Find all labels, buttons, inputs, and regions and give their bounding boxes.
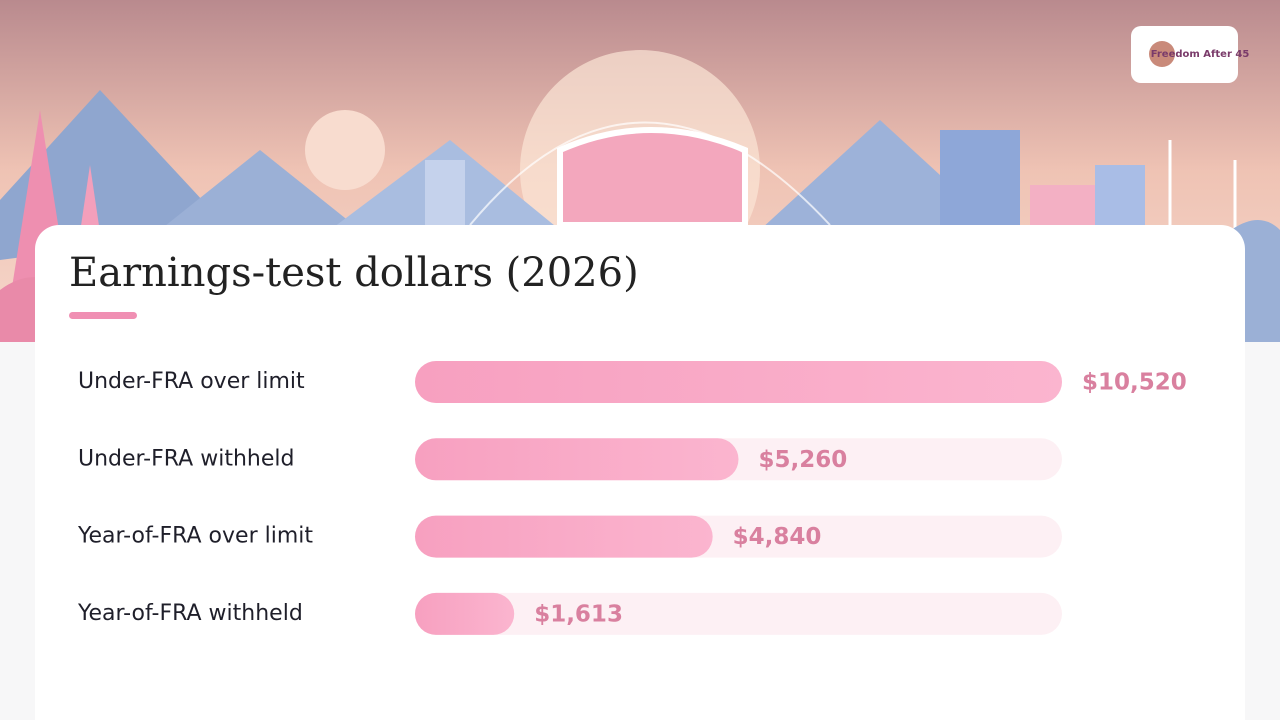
logo: Freedom After 45 [1131, 26, 1249, 83]
category-label: Under-FRA over limit [78, 369, 305, 394]
value-label: $10,520 [1082, 370, 1187, 396]
category-label: Year-of-FRA withheld [77, 601, 303, 626]
bar [415, 592, 515, 635]
bar [415, 361, 1062, 403]
bar [415, 515, 713, 558]
chart-title: Earnings-test dollars (2026) [69, 250, 639, 296]
category-label: Year-of-FRA over limit [77, 524, 313, 549]
logo-text: Freedom After 45 [1151, 49, 1250, 60]
bar [415, 438, 739, 481]
bar-track [415, 592, 1062, 635]
value-label: $1,613 [534, 601, 623, 627]
value-label: $5,260 [759, 447, 848, 473]
category-label: Under-FRA withheld [78, 446, 294, 471]
title-underline [69, 312, 137, 319]
value-label: $4,840 [733, 524, 822, 550]
